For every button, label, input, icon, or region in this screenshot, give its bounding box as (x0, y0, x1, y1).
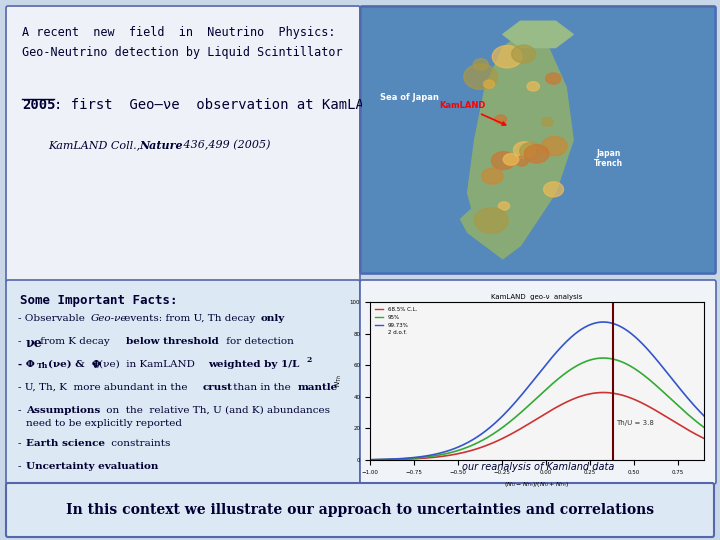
Text: U: U (93, 362, 99, 370)
Text: crust: crust (203, 383, 233, 392)
Circle shape (495, 115, 507, 124)
Circle shape (541, 137, 567, 156)
Circle shape (503, 153, 518, 165)
Polygon shape (503, 21, 573, 48)
Text: -: - (18, 337, 24, 346)
Text: Some Important Facts:: Some Important Facts: (20, 294, 178, 307)
Text: : first  Geo–νe  observation at KamLAND: : first Geo–νe observation at KamLAND (54, 98, 381, 112)
Circle shape (498, 202, 510, 210)
Text: our reanalysis of Kamland data: our reanalysis of Kamland data (462, 462, 614, 472)
Text: KamLAND Coll.,: KamLAND Coll., (48, 140, 143, 150)
Text: 2005: 2005 (22, 98, 55, 112)
Circle shape (492, 45, 522, 68)
Circle shape (492, 152, 516, 170)
Polygon shape (467, 35, 573, 259)
Legend: 68.5% C.L., 95%, 99.73%, 2 d.o.f.: 68.5% C.L., 95%, 99.73%, 2 d.o.f. (373, 305, 419, 338)
Circle shape (512, 45, 536, 63)
Text: Assumptions: Assumptions (26, 406, 100, 415)
Text: KamLAND: KamLAND (439, 102, 505, 125)
Text: on  the  relative Th, U (and K) abundances: on the relative Th, U (and K) abundances (103, 406, 330, 415)
FancyBboxPatch shape (360, 280, 716, 484)
Text: Uncertainty evaluation: Uncertainty evaluation (26, 462, 158, 471)
Circle shape (527, 82, 539, 91)
Title: KamLAND  geo-ν  analysis: KamLAND geo-ν analysis (491, 294, 582, 300)
Text: -: - (18, 462, 24, 471)
Polygon shape (461, 206, 485, 246)
Text: (νe)  in KamLAND: (νe) in KamLAND (99, 360, 202, 369)
FancyBboxPatch shape (6, 280, 360, 484)
Y-axis label: $N_{Th}$: $N_{Th}$ (334, 375, 344, 388)
Text: Earth science: Earth science (26, 439, 105, 448)
Text: from K decay: from K decay (37, 337, 116, 346)
Circle shape (482, 168, 503, 184)
Text: mantle: mantle (298, 383, 338, 392)
Circle shape (520, 143, 543, 160)
Text: events: from U, Th decay: events: from U, Th decay (121, 314, 258, 323)
Circle shape (473, 59, 488, 70)
Text: - U, Th, K  more abundant in the: - U, Th, K more abundant in the (18, 383, 191, 392)
Text: -: - (18, 406, 24, 415)
Circle shape (544, 182, 564, 197)
Text: need to be explicitly reported: need to be explicitly reported (26, 419, 182, 428)
Text: - Observable: - Observable (18, 314, 88, 323)
Text: Sea of Japan: Sea of Japan (379, 93, 438, 103)
Circle shape (513, 142, 535, 158)
Circle shape (474, 208, 508, 233)
Text: Nature: Nature (139, 140, 183, 151)
Text: below threshold: below threshold (126, 337, 219, 346)
Circle shape (484, 80, 495, 88)
Text: (νe) &  Φ: (νe) & Φ (48, 360, 101, 369)
Text: In this context we illustrate our approach to uncertainties and correlations: In this context we illustrate our approa… (66, 503, 654, 517)
Text: 436,499 (2005): 436,499 (2005) (180, 140, 271, 150)
Text: A recent  new  field  in  Neutrino  Physics:: A recent new field in Neutrino Physics: (22, 26, 336, 39)
Text: Th: Th (37, 362, 48, 370)
Text: -: - (18, 439, 24, 448)
Text: Geo-νe: Geo-νe (91, 314, 127, 323)
Text: 2: 2 (306, 356, 311, 364)
Circle shape (524, 145, 549, 163)
FancyBboxPatch shape (360, 6, 716, 274)
X-axis label: $(N_U - N_{Th})/(N_U + N_{Th})$: $(N_U - N_{Th})/(N_U + N_{Th})$ (505, 480, 570, 489)
FancyBboxPatch shape (6, 483, 714, 537)
Text: νe: νe (26, 337, 42, 350)
Text: weighted by 1/L: weighted by 1/L (208, 360, 300, 369)
Text: than in the: than in the (230, 383, 297, 392)
Text: for detection: for detection (223, 337, 294, 346)
Circle shape (516, 156, 528, 166)
FancyBboxPatch shape (6, 6, 360, 282)
Circle shape (464, 64, 498, 90)
Circle shape (541, 118, 553, 126)
Text: - Φ: - Φ (18, 360, 35, 369)
Text: Geo-Neutrino detection by Liquid Scintillator: Geo-Neutrino detection by Liquid Scintil… (22, 46, 343, 59)
Text: Th/U = 3.8: Th/U = 3.8 (616, 420, 654, 426)
Circle shape (546, 73, 561, 84)
Text: only: only (261, 314, 285, 323)
Text: constraints: constraints (108, 439, 171, 448)
Text: Japan
Trench: Japan Trench (594, 149, 623, 168)
